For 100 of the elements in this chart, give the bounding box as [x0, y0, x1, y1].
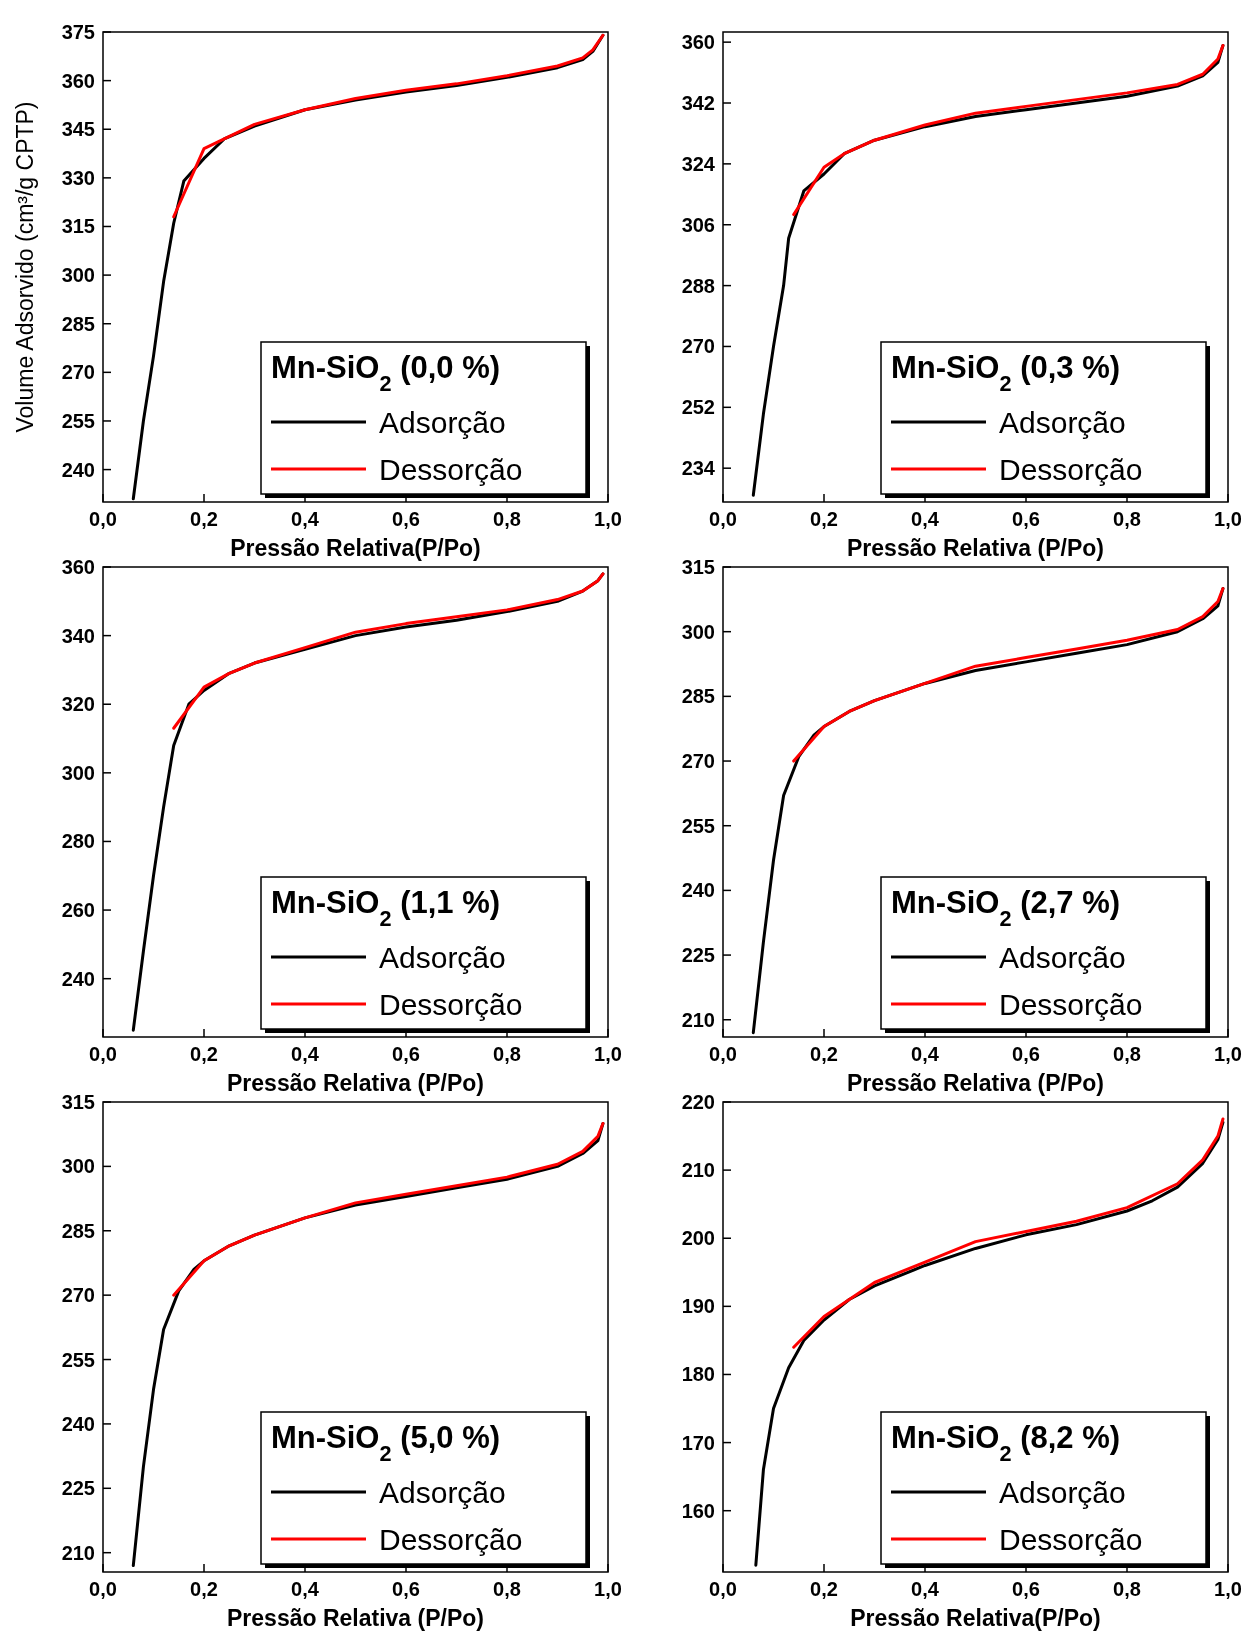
y-tick-label: 300 [681, 620, 715, 643]
y-tick-label: 210 [681, 1159, 715, 1182]
legend-label: Dessorção [379, 452, 523, 486]
legend-label: Adsorção [999, 405, 1126, 439]
x-axis-title: Pressão Relativa(P/Po) [230, 535, 481, 561]
y-tick-label: 225 [681, 944, 715, 967]
x-tick-label: 0,8 [493, 1578, 521, 1600]
x-tick-label: 0,2 [810, 1043, 838, 1065]
y-tick-label: 240 [61, 458, 95, 481]
y-tick-label: 270 [681, 750, 715, 773]
x-tick-label: 0,8 [493, 508, 521, 530]
x-tick-label: 0,2 [190, 1578, 218, 1600]
legend-label: Dessorção [999, 987, 1143, 1021]
legend-label: Adsorção [999, 940, 1126, 974]
y-tick-label: 300 [61, 1155, 95, 1178]
y-tick-label: 300 [61, 761, 95, 784]
x-tick-label: 0,4 [911, 508, 940, 530]
x-tick-label: 1,0 [1214, 1043, 1242, 1065]
x-axis-title: Pressão Relativa (P/Po) [227, 1605, 484, 1631]
y-axis-title: Volume Adsorvido (cm³/g CPTP) [12, 101, 38, 433]
y-tick-label: 345 [61, 118, 95, 141]
x-tick-label: 1,0 [594, 1578, 622, 1600]
y-tick-label: 252 [681, 396, 715, 419]
x-axis-title: Pressão Relativa (P/Po) [847, 535, 1104, 561]
y-tick-label: 324 [681, 152, 716, 175]
x-tick-label: 0,4 [911, 1043, 940, 1065]
y-tick-label: 210 [61, 1541, 95, 1564]
y-tick-label: 200 [681, 1227, 715, 1250]
line-series [792, 1117, 1225, 1349]
x-tick-label: 0,0 [89, 508, 117, 530]
line-series [792, 44, 1225, 217]
legend-title: Mn-SiO$_{2}$ (2,7 %) [891, 885, 1121, 931]
y-tick-label: 255 [61, 1348, 95, 1371]
y-tick-label: 288 [681, 274, 715, 297]
y-tick-label: 340 [61, 624, 95, 647]
x-tick-label: 0,6 [1012, 508, 1040, 530]
y-tick-label: 315 [61, 1091, 95, 1113]
y-tick-label: 320 [61, 693, 95, 716]
x-tick-label: 0,0 [709, 1578, 737, 1600]
x-tick-label: 0,6 [392, 1043, 420, 1065]
x-tick-label: 1,0 [594, 508, 622, 530]
x-tick-label: 1,0 [594, 1043, 622, 1065]
y-tick-label: 170 [681, 1431, 715, 1454]
y-tick-label: 285 [61, 312, 95, 335]
x-tick-label: 0,2 [190, 508, 218, 530]
y-tick-label: 315 [681, 556, 715, 578]
y-tick-label: 280 [61, 830, 95, 853]
x-tick-label: 0,4 [291, 1043, 320, 1065]
y-tick-label: 360 [681, 31, 715, 54]
x-tick-label: 0,6 [1012, 1043, 1040, 1065]
y-tick-label: 270 [681, 335, 715, 358]
x-axis-title: Pressão Relativa (P/Po) [847, 1070, 1104, 1096]
legend-label: Adsorção [379, 405, 506, 439]
x-tick-label: 0,8 [1113, 1578, 1141, 1600]
line-series [172, 1121, 605, 1297]
legend-title: Mn-SiO$_{2}$ (1,1 %) [271, 885, 501, 931]
legend-label: Dessorção [999, 1522, 1143, 1556]
legend-label: Adsorção [379, 1475, 506, 1509]
y-tick-label: 234 [681, 457, 716, 480]
line-series [792, 587, 1225, 763]
y-tick-label: 180 [681, 1363, 715, 1386]
y-tick-label: 315 [61, 215, 95, 238]
y-tick-label: 260 [61, 899, 95, 922]
y-tick-label: 240 [61, 967, 95, 990]
x-tick-label: 0,2 [810, 508, 838, 530]
y-tick-label: 342 [681, 92, 715, 115]
x-tick-label: 0,4 [291, 1578, 320, 1600]
y-tick-label: 360 [61, 556, 95, 578]
line-series [172, 33, 605, 219]
y-tick-label: 300 [61, 264, 95, 287]
legend-title: Mn-SiO$_{2}$ (5,0 %) [271, 1420, 501, 1466]
y-tick-label: 240 [61, 1412, 95, 1435]
y-tick-label: 270 [61, 1284, 95, 1307]
y-tick-label: 375 [61, 21, 95, 43]
y-tick-label: 270 [61, 361, 95, 384]
y-tick-label: 190 [681, 1295, 715, 1318]
line-series [172, 572, 605, 730]
y-tick-label: 285 [61, 1219, 95, 1242]
legend-label: Dessorção [379, 987, 523, 1021]
legend-title: Mn-SiO$_{2}$ (0,3 %) [891, 350, 1121, 396]
x-tick-label: 1,0 [1214, 1578, 1242, 1600]
x-tick-label: 0,4 [911, 1578, 940, 1600]
x-tick-label: 0,4 [291, 508, 320, 530]
x-tick-label: 1,0 [1214, 508, 1242, 530]
x-axis-title: Pressão Relativa(P/Po) [850, 1605, 1101, 1631]
x-tick-label: 0,6 [392, 1578, 420, 1600]
y-tick-label: 285 [681, 685, 715, 708]
x-tick-label: 0,2 [810, 1578, 838, 1600]
x-axis-title: Pressão Relativa (P/Po) [227, 1070, 484, 1096]
x-tick-label: 0,8 [1113, 508, 1141, 530]
y-tick-label: 255 [61, 409, 95, 432]
line-series [754, 1120, 1225, 1567]
y-tick-label: 306 [681, 213, 715, 236]
x-tick-label: 0,0 [709, 1043, 737, 1065]
x-tick-label: 0,0 [709, 508, 737, 530]
legend-label: Dessorção [999, 452, 1143, 486]
y-tick-label: 255 [681, 814, 715, 837]
x-tick-label: 0,2 [190, 1043, 218, 1065]
x-tick-label: 0,0 [89, 1578, 117, 1600]
x-tick-label: 0,6 [1012, 1578, 1040, 1600]
